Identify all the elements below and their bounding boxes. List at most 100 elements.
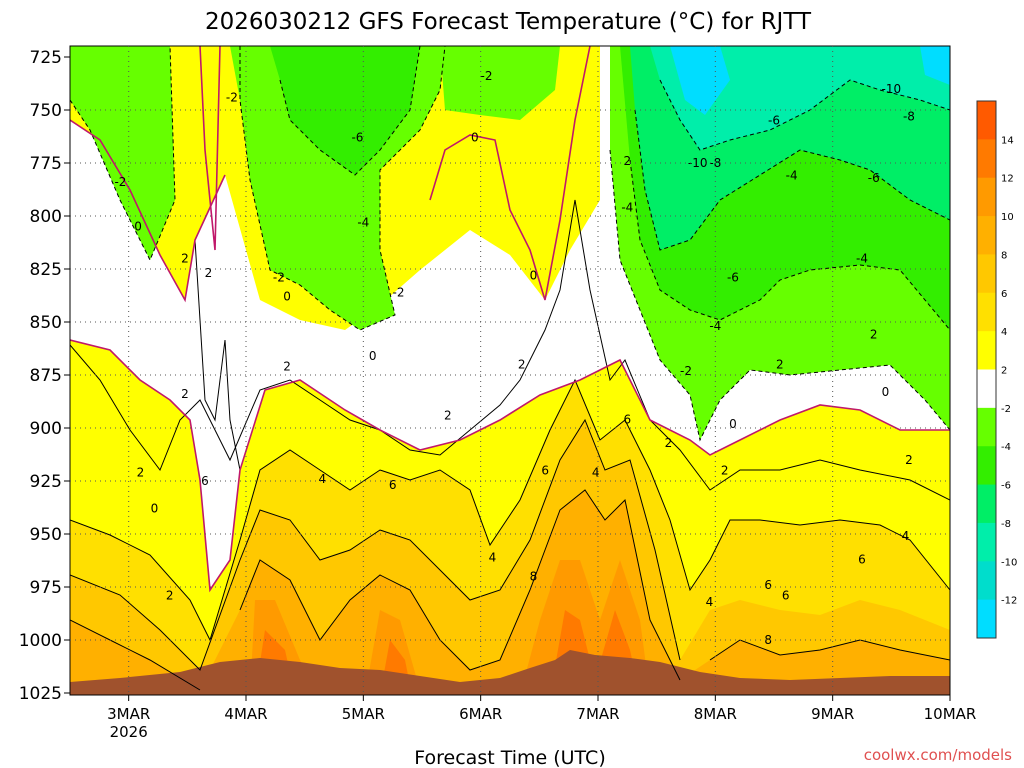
contour-label: -6 — [351, 131, 363, 145]
x-tick-label: 3MAR — [107, 705, 150, 723]
x-axis-label: Forecast Time (UTC) — [414, 747, 605, 768]
x-tick-label: 10MAR — [924, 705, 977, 723]
plot-fill-layer: -10-8-6-60-2-2-10-8-4-6-22-40-422-4-20-6… — [52, 46, 950, 695]
y-tick-label: 825 — [30, 260, 62, 280]
contour-label: -6 — [727, 270, 739, 284]
contour-label: 0 — [471, 131, 479, 145]
gridlines — [70, 46, 950, 695]
y-tick-label: 1000 — [19, 631, 62, 651]
x-tick-sublabel: 2026 — [110, 723, 148, 741]
contour-label: 0 — [134, 220, 142, 234]
contour-label: 8 — [530, 569, 538, 583]
contour-label: 4 — [592, 466, 600, 480]
colorbar-label: 10 — [1001, 212, 1014, 223]
colorbar-label: 2 — [1001, 366, 1007, 377]
contour-label: 6 — [201, 474, 209, 488]
contour-label: 2 — [283, 360, 291, 374]
contour-label: 2 — [905, 453, 913, 467]
contour-label: -4 — [357, 215, 369, 229]
contour-label: 6 — [858, 552, 866, 566]
band-cyan-1 — [670, 46, 730, 115]
colorbar-label: 8 — [1001, 250, 1007, 261]
contour-label: -2 — [680, 364, 692, 378]
y-tick-label: 800 — [30, 207, 62, 227]
chart-title: 2026030212 GFS Forecast Temperature (°C)… — [205, 9, 812, 35]
y-tick-label: 875 — [30, 366, 62, 386]
plot-frame — [69, 45, 951, 696]
colorbar-label: -6 — [1001, 481, 1011, 492]
x-tick-label: 8MAR — [694, 705, 737, 723]
contour-label: -6 — [868, 171, 880, 185]
colorbar-swatch — [977, 484, 996, 524]
x-tick-label: 6MAR — [459, 705, 502, 723]
band-cyan-2 — [920, 46, 950, 85]
contour-label: -4 — [856, 251, 868, 265]
terrain — [70, 650, 950, 695]
contour-label: -10 — [882, 82, 902, 96]
contour-label: -6 — [768, 114, 780, 128]
contour-label: 2 — [776, 357, 784, 371]
contour-label: -4 — [786, 169, 798, 183]
colorbar-swatch — [977, 139, 996, 179]
contour-label: 0 — [729, 417, 737, 431]
colorbar-label: -2 — [1001, 404, 1011, 415]
contour-label: 0 — [369, 349, 377, 363]
colorbar-swatch — [977, 292, 996, 332]
contour-label: 2 — [181, 251, 189, 265]
contour-label: 6 — [541, 463, 549, 477]
colorbar-label: 4 — [1001, 327, 1007, 338]
colorbar-swatch — [977, 561, 996, 601]
contour-label: 2 — [205, 266, 213, 280]
contour-label: 0 — [283, 290, 291, 304]
contour-label: 6 — [764, 578, 772, 592]
contour-label: 0 — [52, 287, 60, 301]
colorbar-swatch — [977, 254, 996, 294]
y-tick-label: 850 — [30, 313, 62, 333]
contour-label: 6 — [624, 413, 632, 427]
colorbar-swatch — [977, 216, 996, 255]
contour-labels: -10-8-6-60-2-2-10-8-4-6-22-40-422-4-20-6… — [52, 69, 914, 647]
contour-label: 2 — [665, 436, 673, 450]
credit-text: coolwx.com/models — [864, 746, 1012, 764]
y-tick-label: 925 — [30, 472, 62, 492]
colorbar-swatch — [977, 446, 996, 486]
contour-lines — [70, 199, 950, 691]
band-green-3 — [440, 46, 560, 120]
contour-label: 2 — [518, 357, 526, 371]
colorbar-swatch — [977, 522, 996, 562]
colorbar-frame — [976, 100, 997, 639]
contour-label: -2 — [114, 175, 126, 189]
contour-label: 4 — [902, 529, 910, 543]
colorbar: 14 12 10 8 6 4 2 -2 -4 -6 -8 -10 -12 — [976, 100, 1017, 639]
contour-label: 2 — [137, 466, 145, 480]
colorbar-swatch — [977, 101, 996, 140]
y-tick-label: 775 — [30, 154, 62, 174]
y-tick-label: 950 — [30, 525, 62, 545]
colorbar-swatch — [977, 599, 996, 639]
zero-contour-lines — [70, 46, 950, 593]
contour-label: 2 — [721, 463, 729, 477]
contour-label: -2 — [226, 90, 238, 104]
colorbar-label: -4 — [1001, 442, 1011, 453]
colorbar-label: 14 — [1001, 135, 1014, 146]
contour-label: 2 — [181, 387, 189, 401]
contour-label: 0 — [882, 385, 890, 399]
contour-label: 6 — [782, 588, 790, 602]
contour-label: -4 — [621, 201, 633, 215]
y-tick-label: 750 — [30, 101, 62, 121]
band-green-1 — [70, 46, 175, 260]
contour-label: 4 — [706, 595, 714, 609]
colorbar-swatch — [977, 369, 996, 409]
colorbar-swatch — [977, 177, 996, 217]
colorbar-swatch — [977, 331, 996, 370]
y-axis-ticks: 725 750 775 800 825 850 875 900 925 950 975 1000 102… — [19, 48, 70, 704]
contour-label: -2 — [273, 270, 285, 284]
x-tick-label: 5MAR — [342, 705, 385, 723]
contour-label: 4 — [318, 472, 326, 486]
y-tick-label: 975 — [30, 578, 62, 598]
y-tick-label: 725 — [30, 48, 62, 68]
x-tick-label: 7MAR — [576, 705, 619, 723]
x-tick-label: 4MAR — [224, 705, 267, 723]
x-tick-label: 9MAR — [811, 705, 854, 723]
